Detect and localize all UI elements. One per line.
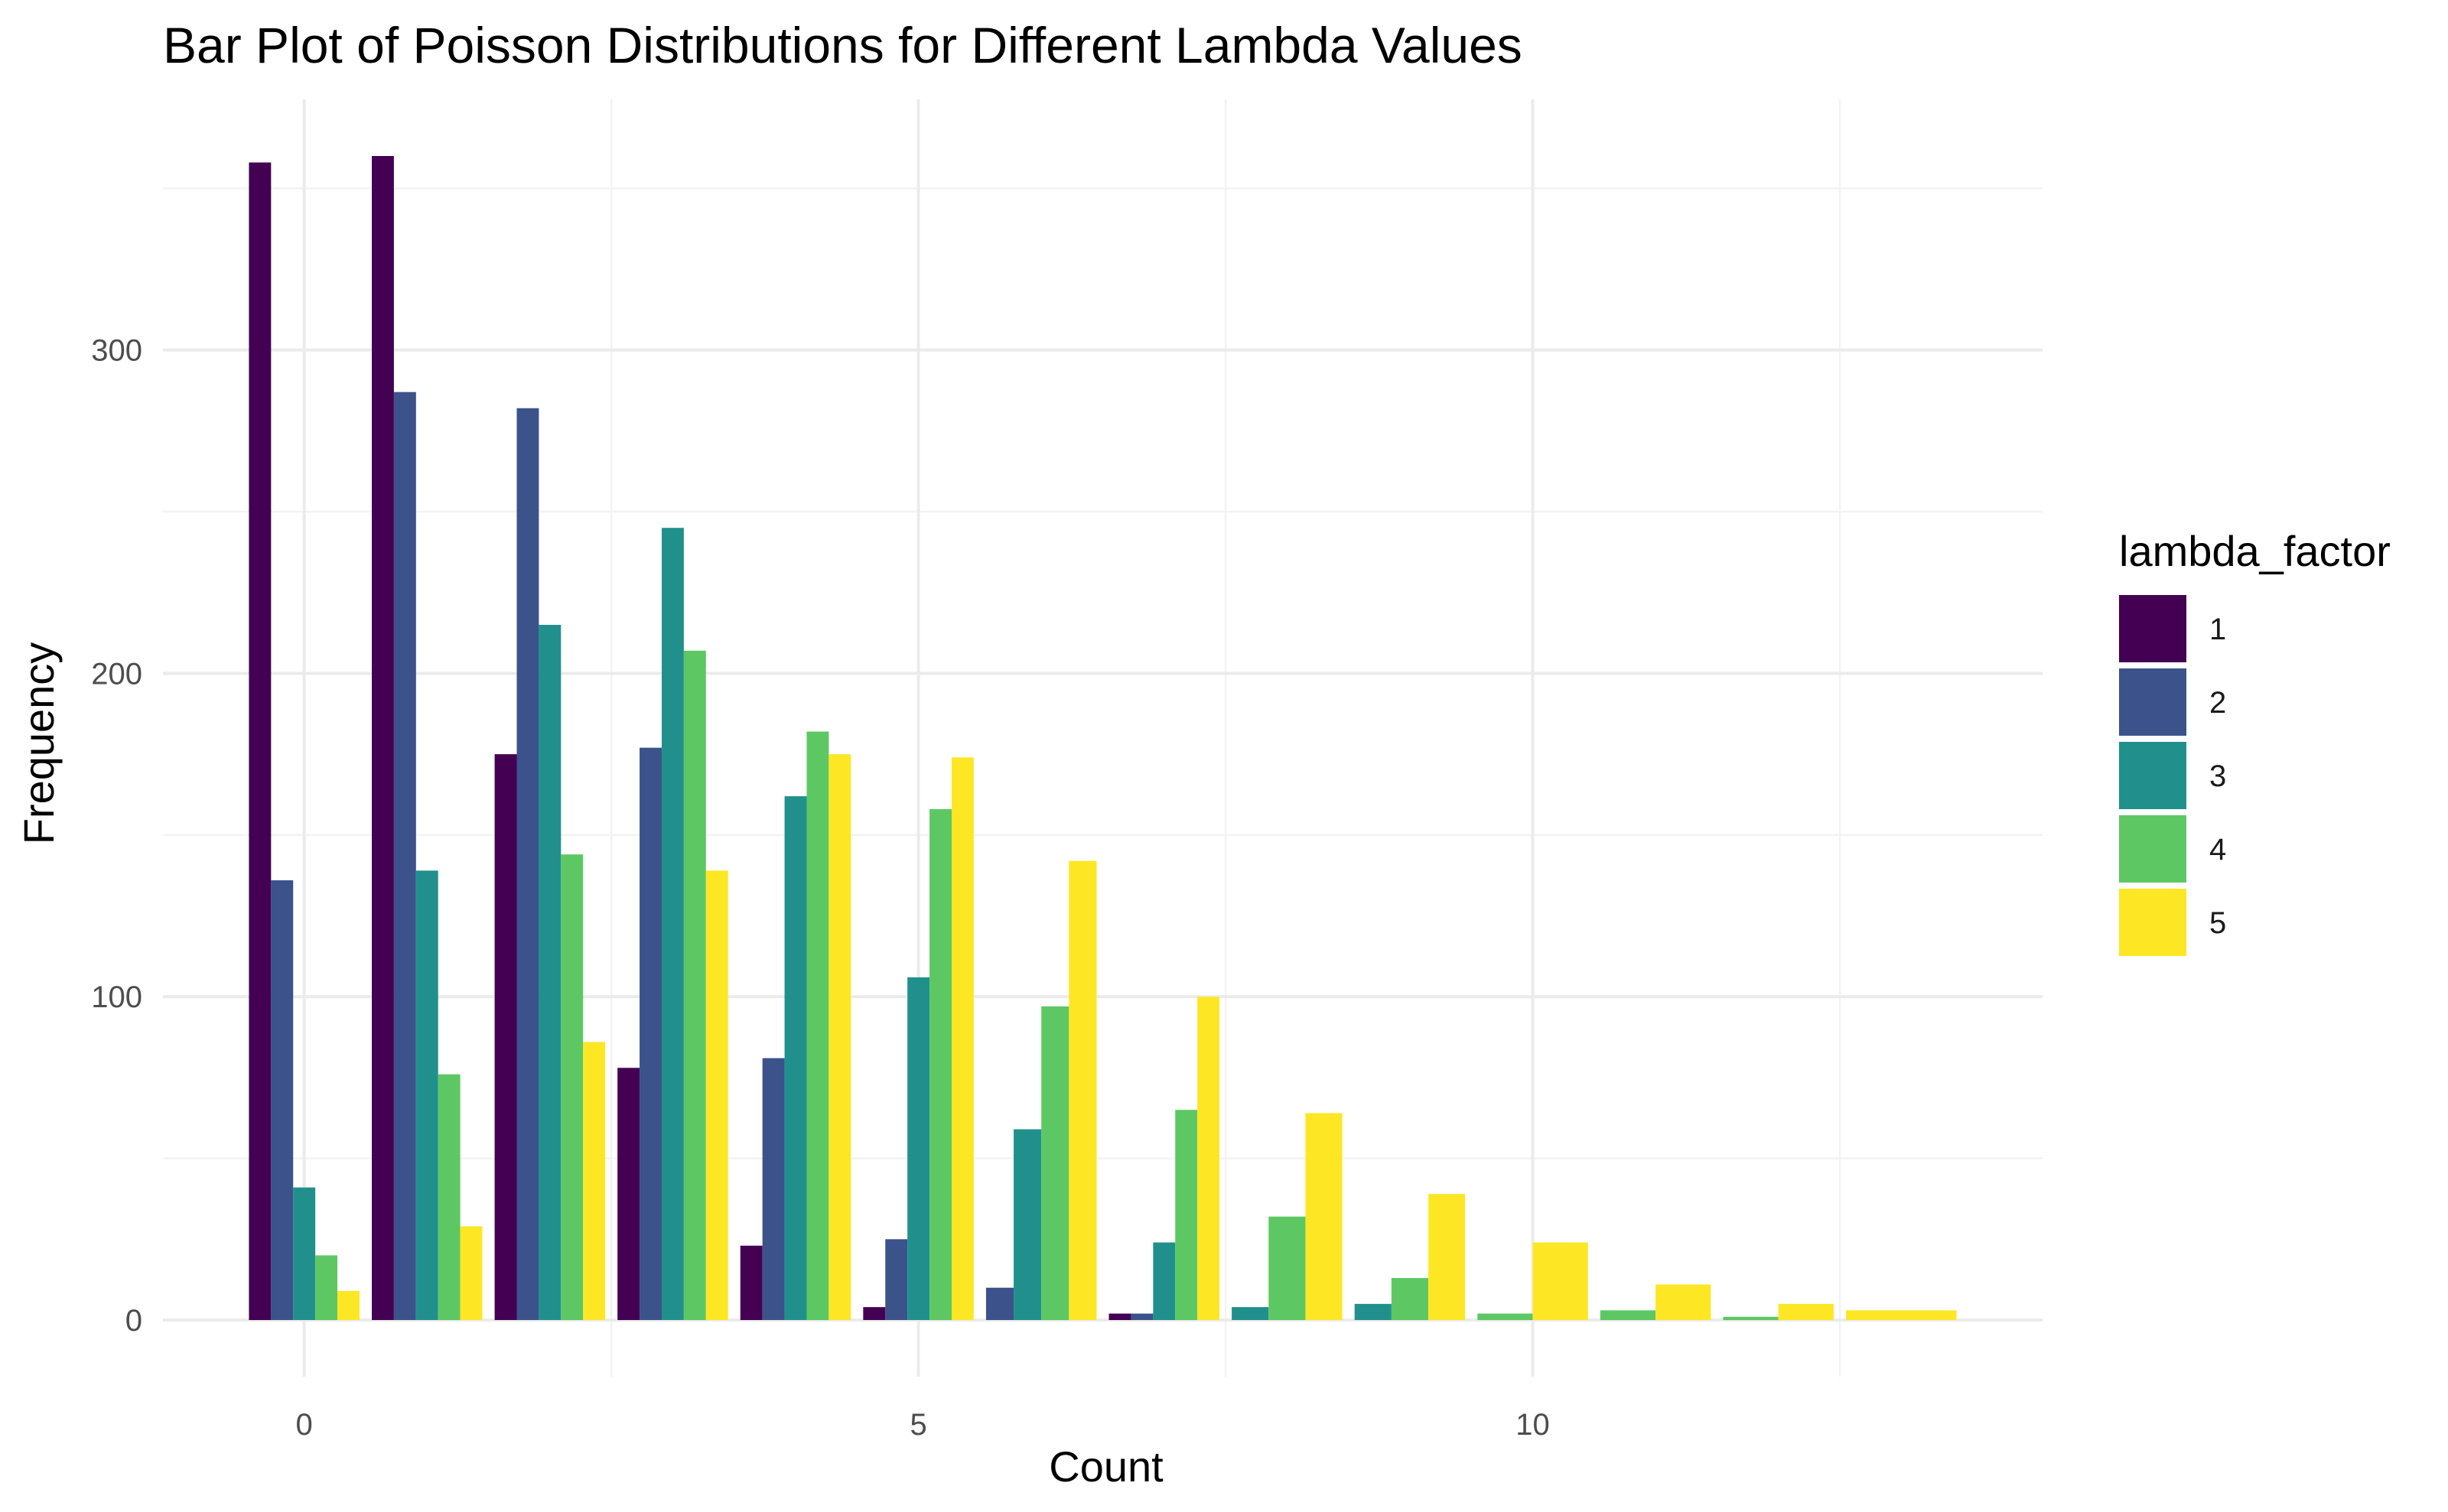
x-tick-label: 0 (296, 1408, 313, 1442)
bar-lambda-3-count-3 (661, 528, 684, 1321)
legend-key-4 (2119, 815, 2186, 883)
bar-lambda-5-count-12 (1778, 1303, 1834, 1321)
bar-lambda-3-count-2 (539, 625, 562, 1321)
bar-lambda-1-count-7 (1108, 1313, 1131, 1321)
legend-key-1 (2119, 595, 2186, 662)
bar-lambda-1-count-4 (740, 1245, 763, 1321)
y-axis-title: Frequency (15, 642, 63, 845)
legend-key-3 (2119, 742, 2186, 809)
bar-lambda-4-count-2 (561, 854, 584, 1321)
bar-lambda-5-count-3 (705, 870, 728, 1321)
bar-lambda-4-count-8 (1268, 1216, 1306, 1321)
bar-lambda-1-count-2 (494, 754, 517, 1321)
y-tick-label: 100 (91, 980, 142, 1014)
bar-lambda-4-count-7 (1175, 1110, 1198, 1321)
bar-lambda-2-count-6 (985, 1287, 1014, 1321)
bar-lambda-4-count-12 (1723, 1316, 1779, 1321)
bar-lambda-4-count-0 (315, 1255, 338, 1321)
bar-lambda-4-count-11 (1600, 1310, 1656, 1321)
bar-lambda-5-count-10 (1532, 1242, 1588, 1321)
legend-label: 5 (2209, 906, 2226, 940)
bar-lambda-5-count-1 (460, 1226, 483, 1321)
bar-lambda-3-count-9 (1354, 1303, 1392, 1321)
bar-lambda-4-count-5 (929, 809, 952, 1321)
legend-title: lambda_factor (2119, 527, 2391, 575)
grid (163, 99, 2043, 1377)
legend-key-2 (2119, 668, 2186, 736)
y-tick-label: 300 (91, 334, 142, 368)
bar-lambda-3-count-5 (907, 977, 930, 1321)
bar-lambda-4-count-4 (806, 731, 829, 1321)
bar-lambda-2-count-0 (271, 880, 294, 1321)
bar-lambda-5-count-2 (583, 1042, 606, 1321)
legend: lambda_factor 1 2 3 4 5 (2119, 527, 2391, 956)
bar-lambda-4-count-9 (1391, 1278, 1429, 1321)
x-tick-label: 10 (1515, 1408, 1550, 1442)
legend-key-5 (2119, 889, 2186, 956)
bar-lambda-4-count-6 (1041, 1006, 1069, 1321)
axes: Bar Plot of Poisson Distributions for Di… (15, 17, 1550, 1491)
bar-lambda-3-count-4 (784, 796, 807, 1321)
bar-lambda-5-count-5 (951, 757, 974, 1321)
bar-lambda-2-count-7 (1131, 1313, 1154, 1321)
bar-lambda-5-count-11 (1655, 1284, 1711, 1321)
x-tick-label: 5 (910, 1408, 926, 1442)
bar-lambda-2-count-3 (640, 747, 662, 1321)
bar-lambda-3-count-0 (293, 1187, 316, 1321)
bar-lambda-1-count-5 (863, 1307, 886, 1321)
x-axis-title: Count (1049, 1442, 1164, 1491)
bar-lambda-3-count-1 (415, 870, 438, 1321)
bar-lambda-2-count-2 (516, 408, 539, 1321)
bar-lambda-4-count-3 (683, 650, 706, 1321)
legend-label: 3 (2209, 759, 2226, 793)
bar-lambda-1-count-0 (249, 162, 272, 1321)
bar-lambda-2-count-1 (393, 392, 416, 1321)
chart-title: Bar Plot of Poisson Distributions for Di… (163, 17, 1522, 73)
bar-lambda-1-count-1 (372, 155, 394, 1321)
bar-lambda-4-count-1 (438, 1074, 461, 1321)
bars (249, 155, 1957, 1321)
legend-label: 4 (2209, 833, 2226, 867)
bar-lambda-5-count-7 (1197, 997, 1220, 1321)
bar-lambda-5-count-8 (1305, 1113, 1343, 1321)
legend-label: 1 (2209, 613, 2226, 646)
bar-lambda-5-count-9 (1428, 1194, 1466, 1321)
bar-lambda-5-count-0 (337, 1290, 360, 1321)
bar-lambda-5-count-4 (828, 754, 851, 1321)
bar-lambda-3-count-6 (1014, 1129, 1042, 1321)
bar-lambda-1-count-3 (617, 1068, 640, 1321)
bar-lambda-2-count-5 (885, 1239, 908, 1321)
bar-lambda-3-count-7 (1153, 1242, 1176, 1321)
y-tick-label: 0 (125, 1304, 142, 1338)
bar-lambda-5-count-13 (1846, 1310, 1957, 1321)
bar-lambda-2-count-4 (762, 1058, 785, 1321)
y-tick-label: 200 (91, 657, 142, 691)
bar-lambda-4-count-10 (1477, 1313, 1533, 1321)
legend-label: 2 (2209, 686, 2226, 720)
bar-lambda-3-count-8 (1232, 1307, 1269, 1321)
bar-lambda-5-count-6 (1069, 860, 1097, 1321)
